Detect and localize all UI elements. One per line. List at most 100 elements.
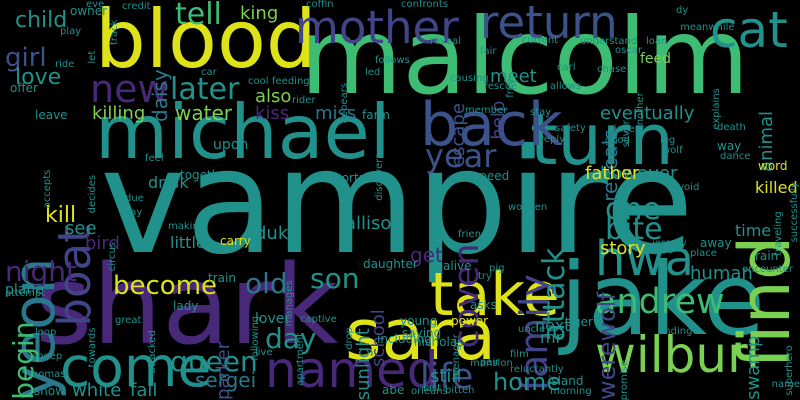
word-mansion: mansion: [470, 358, 513, 369]
word-show: show: [34, 384, 66, 398]
word-sheep: sheep: [32, 351, 63, 362]
word-way: way: [717, 139, 742, 153]
word-king: king: [240, 3, 279, 24]
word-reply: reply: [540, 134, 566, 145]
word-rescue: rescue: [484, 81, 518, 92]
word-stay: stay: [530, 107, 552, 118]
word-another: another: [635, 92, 646, 132]
word-malcolm: malcolm: [300, 0, 750, 118]
word-silver: silver: [621, 120, 632, 148]
word-member: member: [465, 105, 508, 116]
word-reluctantly: reluctantly: [510, 364, 564, 375]
word-old: old: [245, 267, 288, 300]
word-place: place: [690, 248, 717, 259]
word-free: free: [505, 78, 516, 98]
word-loan: loan: [646, 36, 668, 47]
word-jeremy: jeremy: [652, 238, 687, 249]
word-bite: bite: [605, 212, 663, 247]
word-turn: turn: [530, 99, 674, 181]
word-say: say: [125, 207, 143, 218]
word-last: last: [423, 383, 442, 394]
word-kiss: kiss: [255, 103, 290, 124]
word-offer: offer: [10, 81, 38, 95]
word-alive: alive: [443, 259, 472, 273]
word-daisy: daisy: [148, 69, 172, 122]
word-pair: pair: [480, 357, 500, 368]
word-meanwhile: meanwhile: [680, 22, 735, 33]
word-good: good: [605, 135, 630, 146]
word-young: young: [400, 314, 438, 328]
word-back: back: [420, 90, 563, 160]
word-accepts: accepts: [42, 169, 53, 209]
word-however: however: [600, 163, 678, 184]
word-story: story: [600, 238, 646, 259]
word-see: see: [65, 218, 97, 239]
word-attacked: attacked: [147, 330, 158, 374]
word-drop: drop: [344, 327, 355, 350]
word-queen: queen: [170, 345, 258, 378]
word-teenager: teenager: [451, 334, 462, 380]
word-rain: rain: [755, 249, 779, 263]
word-follows: follows: [375, 55, 410, 66]
word-reveal: reveal: [430, 36, 462, 47]
word-orleans: orleans: [411, 386, 448, 397]
word-abe: abe: [382, 383, 405, 397]
word-understand: understand: [580, 36, 638, 47]
word-time: time: [735, 221, 772, 240]
word-vampire: vampire: [100, 118, 694, 287]
word-human: human: [690, 263, 753, 284]
word-asks: asks: [470, 298, 497, 312]
word-drink: drink: [148, 173, 189, 192]
word-become: become: [113, 271, 218, 301]
word-wooden: wooden: [508, 202, 548, 213]
word-eve: eve: [86, 0, 105, 10]
word-killing: killing: [92, 103, 146, 124]
word-feeding: feeding: [272, 76, 310, 87]
word-word: word: [758, 159, 788, 173]
word-feel: feel: [145, 153, 164, 164]
word-meet: meet: [490, 66, 537, 87]
word-dance: dance: [720, 151, 751, 162]
word-hwa: hwa: [595, 231, 695, 287]
word-causing: causing: [450, 73, 489, 84]
word-still: still: [430, 366, 462, 387]
word-fair: fair: [480, 46, 497, 57]
word-including: including: [377, 332, 432, 346]
word-child: child: [15, 8, 68, 33]
word-credit: credit: [122, 1, 151, 12]
word-later: later: [170, 72, 240, 107]
word-immortal: immortal: [315, 171, 370, 185]
word-appears: appears: [339, 82, 350, 124]
word-due: due: [125, 193, 144, 204]
word-carry: carry: [220, 234, 251, 248]
word-making: making: [168, 221, 206, 232]
word-train: train: [208, 271, 236, 285]
word-superhero: superhero: [784, 345, 795, 396]
word-discovers: discovers: [374, 153, 385, 201]
word-thomas: thomas: [28, 369, 66, 380]
word-feed: feed: [640, 51, 672, 67]
word-uncle: uncle: [518, 324, 546, 335]
word-coffin: coffin: [306, 0, 334, 10]
word-try: try: [478, 271, 492, 282]
word-mr: mr: [540, 328, 563, 347]
word-shark: shark: [35, 241, 339, 369]
word-name: name: [771, 379, 800, 390]
word-nicholas: nicholas: [414, 335, 464, 349]
word-named: named: [265, 341, 439, 399]
word-girl: girl: [5, 43, 47, 73]
word-let: let: [87, 50, 98, 64]
word-morning: morning: [550, 386, 592, 397]
word-leave: leave: [35, 108, 68, 122]
word-allison: allison: [345, 213, 403, 234]
word-love: love: [15, 65, 62, 90]
word-swamp: swamp: [743, 335, 764, 400]
word-parker: parker: [213, 341, 234, 400]
word-allows: allows: [550, 81, 582, 92]
word-cat: cat: [710, 1, 788, 59]
word-together: together: [180, 168, 232, 182]
word-pig: pig: [489, 263, 505, 274]
word-decides: decides: [87, 174, 98, 214]
word-car: car: [201, 67, 217, 78]
